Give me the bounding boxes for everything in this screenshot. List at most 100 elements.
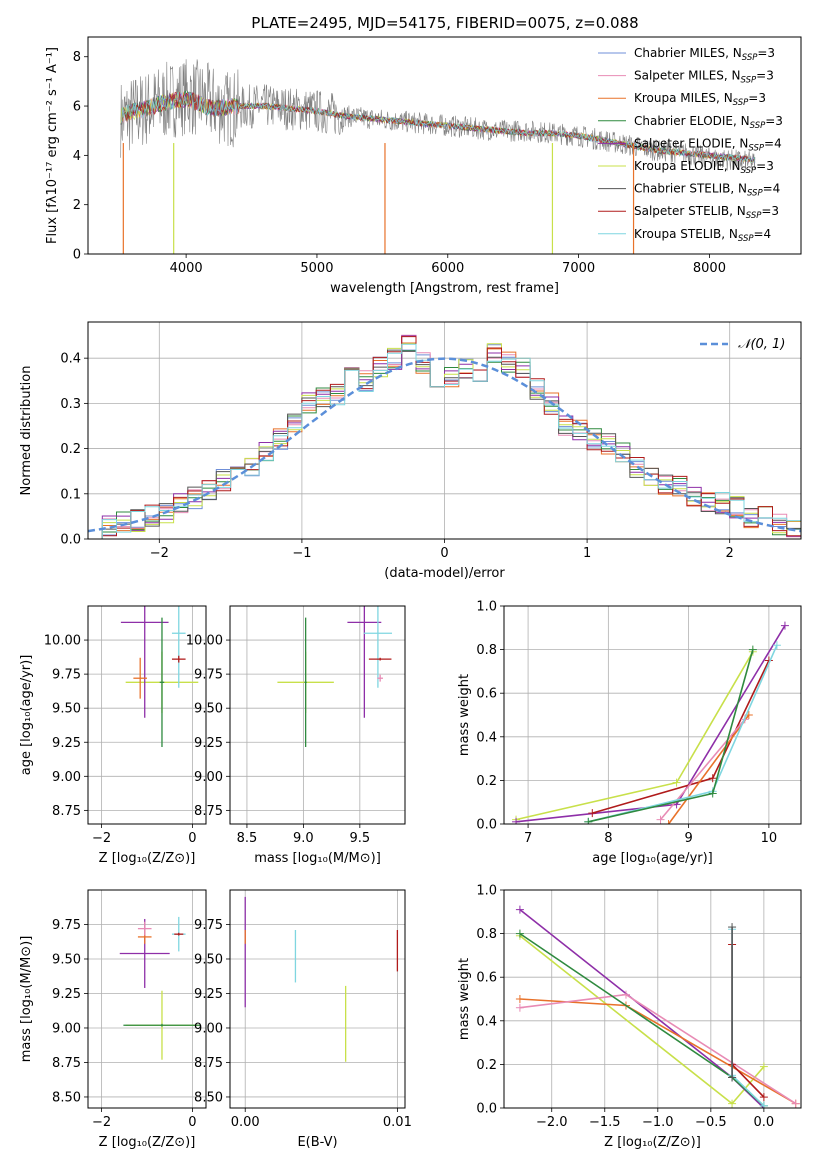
y-axis-label: mass weight bbox=[457, 674, 472, 756]
y-axis-label: Flux [fλ10⁻¹⁷ erg cm⁻² s⁻¹ A⁻¹] bbox=[45, 47, 60, 244]
axes-frame bbox=[229, 605, 406, 825]
x-axis-label: E(B-V) bbox=[297, 1135, 337, 1150]
x-tick-label: −0.5 bbox=[695, 1115, 727, 1130]
residual-histogram bbox=[88, 343, 801, 539]
x-tick-label: 0 bbox=[440, 546, 448, 561]
legend-label: Salpeter STELIB, NSSP=3 bbox=[634, 204, 779, 221]
y-tick-label: 8.75 bbox=[52, 804, 81, 819]
y-tick-label: 9.75 bbox=[194, 918, 223, 933]
plot-area bbox=[515, 905, 800, 1108]
y-tick-label: 10.00 bbox=[186, 634, 223, 649]
legend-label: Kroupa STELIB, NSSP=4 bbox=[634, 227, 771, 244]
x-tick-label: 9 bbox=[684, 831, 692, 846]
y-tick-label: 9.75 bbox=[52, 668, 81, 683]
y-axis-label: mass weight bbox=[457, 958, 472, 1040]
y-tick-label: 0.0 bbox=[476, 818, 497, 833]
y-axis-label: Normed distribution bbox=[19, 366, 34, 496]
panel-mass-vs-EBV: 0.00 0.01 8.50 8.75 9.00 9.25 9.50 9.75 E(B-V) bbox=[194, 889, 412, 1150]
y-tick-label: 9.50 bbox=[52, 952, 81, 967]
y-tick-label: 0.3 bbox=[60, 397, 81, 412]
x-axis-label: Z [log₁₀(Z/Z⊙)] bbox=[99, 1135, 196, 1150]
weight-line bbox=[667, 714, 750, 824]
axes-frame bbox=[87, 889, 207, 1109]
y-tick-label: 0 bbox=[73, 248, 81, 263]
y-tick-label: 9.00 bbox=[52, 1021, 81, 1036]
axes-frame bbox=[229, 889, 406, 1109]
x-axis-label: Z [log₁₀(Z/Z⊙)] bbox=[99, 851, 196, 866]
y-tick-label: 9.50 bbox=[52, 702, 81, 717]
y-tick-label: 9.25 bbox=[52, 736, 81, 751]
x-tick-label: 9.0 bbox=[293, 831, 314, 846]
plot-area bbox=[244, 896, 399, 1062]
y-tick-label: 2 bbox=[73, 198, 81, 213]
x-axis-label: mass [log₁₀(M/M⊙)] bbox=[254, 851, 381, 866]
y-tick-label: 9.50 bbox=[194, 702, 223, 717]
plot-area bbox=[119, 916, 201, 1060]
y-tick-label: 0.2 bbox=[476, 1058, 497, 1073]
x-tick-label: 0 bbox=[188, 831, 196, 846]
panel-age-vs-mass: 8.5 9.0 9.5 8.75 9.00 9.25 9.50 9.75 10.00 mass [… bbox=[186, 605, 406, 866]
x-tick-label: 8000 bbox=[693, 261, 726, 276]
y-tick-label: 8.75 bbox=[52, 1056, 81, 1071]
y-tick-label: 9.75 bbox=[52, 918, 81, 933]
x-tick-label: −2 bbox=[92, 1115, 111, 1130]
y-tick-label: 8.75 bbox=[194, 804, 223, 819]
model-spectrum-line bbox=[120, 91, 756, 164]
y-tick-label: 9.25 bbox=[52, 987, 81, 1002]
x-tick-label: 9.5 bbox=[349, 831, 370, 846]
residual-histogram bbox=[88, 336, 801, 539]
x-tick-label: 0.0 bbox=[754, 1115, 775, 1130]
y-tick-label: 9.00 bbox=[52, 770, 81, 785]
y-tick-label: 9.75 bbox=[194, 668, 223, 683]
y-tick-label: 0.8 bbox=[476, 927, 497, 942]
plot-area bbox=[512, 621, 789, 824]
x-tick-label: 7 bbox=[524, 831, 532, 846]
x-tick-label: 5000 bbox=[300, 261, 333, 276]
legend-label: Salpeter MILES, NSSP=3 bbox=[634, 69, 774, 86]
y-tick-label: 0.4 bbox=[476, 730, 497, 745]
x-tick-label: 6000 bbox=[431, 261, 464, 276]
x-tick-label: −2 bbox=[150, 546, 169, 561]
y-tick-label: 9.50 bbox=[194, 952, 223, 967]
y-tick-label: 0.0 bbox=[476, 1102, 497, 1117]
x-tick-label: −1.5 bbox=[589, 1115, 621, 1130]
legend-label: Chabrier MILES, NSSP=3 bbox=[634, 46, 775, 63]
x-axis-label: age [log₁₀(age/yr)] bbox=[592, 851, 713, 866]
x-tick-label: −2.0 bbox=[536, 1115, 568, 1130]
y-tick-label: 10.00 bbox=[44, 634, 81, 649]
x-axis-label: Z [log₁₀(Z/Z⊙)] bbox=[604, 1135, 701, 1150]
x-tick-label: 0 bbox=[188, 1115, 196, 1130]
y-tick-label: 9.00 bbox=[194, 770, 223, 785]
axes-frame bbox=[87, 605, 207, 825]
x-tick-label: 2 bbox=[726, 546, 734, 561]
x-tick-label: 4000 bbox=[170, 261, 203, 276]
plot-area bbox=[120, 606, 199, 748]
y-axis-label: age [log₁₀(age/yr)] bbox=[19, 655, 34, 776]
y-tick-label: 0.4 bbox=[60, 352, 81, 367]
y-tick-label: 1.0 bbox=[476, 600, 497, 615]
panel-age-vs-Z: −2 0 8.75 9.00 9.25 9.50 9.75 10.00 Z [log₁₀(Z/Z… bbox=[19, 605, 207, 866]
x-tick-label: −1 bbox=[292, 546, 311, 561]
y-tick-label: 0.4 bbox=[476, 1014, 497, 1029]
y-tick-label: 1.0 bbox=[476, 884, 497, 899]
axes-frame bbox=[503, 889, 802, 1109]
gaussian-curve bbox=[88, 357, 801, 533]
x-tick-label: −1.0 bbox=[642, 1115, 674, 1130]
panel-spectrum: 4000 5000 6000 7000 8000 0 2 4 6 8 wavelength [Ang… bbox=[45, 36, 802, 296]
plot-area bbox=[88, 334, 801, 539]
x-tick-label: 0.00 bbox=[231, 1115, 260, 1130]
model-spectrum-line bbox=[120, 91, 756, 164]
y-tick-label: 8 bbox=[73, 50, 81, 65]
y-tick-label: 6 bbox=[73, 100, 81, 115]
x-tick-label: 0.01 bbox=[383, 1115, 412, 1130]
y-tick-label: 0.8 bbox=[476, 643, 497, 658]
model-spectrum-line bbox=[120, 91, 755, 164]
y-tick-label: 4 bbox=[73, 149, 81, 164]
panel-mass-vs-Z: −2 0 8.50 8.75 9.00 9.25 9.50 9.75 Z [log₁₀(Z/Z⊙… bbox=[19, 889, 207, 1150]
y-tick-label: 8.50 bbox=[52, 1090, 81, 1105]
panel-mass-weight-vs-age: 7 8 9 10 0.0 0.2 0.4 0.6 0.8 1.0 age [log₁₀(age/yr… bbox=[457, 600, 802, 866]
legend-label: 𝒩(0, 1) bbox=[738, 337, 785, 352]
legend-label: Chabrier STELIB, NSSP=4 bbox=[634, 182, 780, 199]
x-tick-label: 7000 bbox=[562, 261, 595, 276]
x-tick-label: 1 bbox=[583, 546, 591, 561]
